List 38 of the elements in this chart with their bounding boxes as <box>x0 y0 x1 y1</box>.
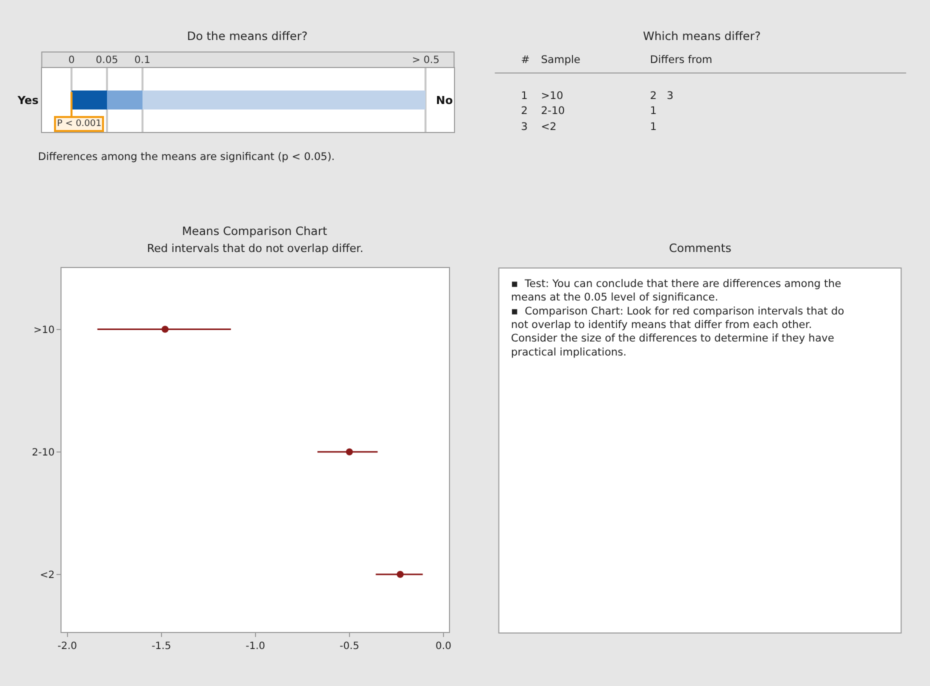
text: Which means differ? <box>643 29 761 43</box>
text: ▪ Test: You can conclude that there are differences among the means at the 0.05 level of significance. <box>511 278 842 304</box>
y-tick-label: <2 <box>40 570 55 581</box>
chart-title: Do the means differ? <box>187 29 308 43</box>
x-tick-label: 0 <box>68 55 75 66</box>
text: 2-10 <box>541 105 565 117</box>
text: Comments <box>669 241 732 255</box>
bar <box>106 90 142 110</box>
y-tick-label: >10 <box>34 324 55 336</box>
bar <box>72 90 107 110</box>
x-tick-label: > 0.5 <box>412 55 440 66</box>
annotation: No <box>436 94 454 107</box>
ref-line-label: P < 0.001 <box>57 119 102 129</box>
x-tick-label: -1.0 <box>246 641 266 652</box>
x-tick-label: -1.5 <box>152 641 172 652</box>
x-tick-label: 0.05 <box>96 55 118 66</box>
text: 2 <box>521 105 528 117</box>
text: # <box>521 54 530 66</box>
text: >10 <box>541 90 564 102</box>
x-tick-label: -0.5 <box>340 641 360 652</box>
text: 1 <box>650 121 657 133</box>
text: Differs from <box>650 54 712 66</box>
text: 2 3 <box>650 90 674 102</box>
chart-title: Means Comparison Chart <box>182 224 328 238</box>
chart-subtitle: Red intervals that do not overlap differ. <box>147 242 364 255</box>
text: Sample <box>541 54 580 66</box>
text: 1 <box>521 90 528 102</box>
bar <box>142 90 426 110</box>
x-tick-label: 0.0 <box>436 641 452 652</box>
y-tick-label: Yes <box>16 94 39 107</box>
text: ▪ Comparison Chart: Look for red comparison intervals that do not overlap to identify means that differ from each other. Consider the size of the differences to determine if they have practical implications. <box>511 305 844 358</box>
text: 1 <box>650 105 657 117</box>
text: 3 <box>521 121 528 133</box>
y-tick-label: 2-10 <box>32 447 55 458</box>
x-tick-label: -2.0 <box>58 641 78 652</box>
text: <2 <box>541 121 556 133</box>
x-tick-label: 0.1 <box>134 55 150 66</box>
text: Differences among the means are significant (p < 0.05). <box>38 151 335 163</box>
